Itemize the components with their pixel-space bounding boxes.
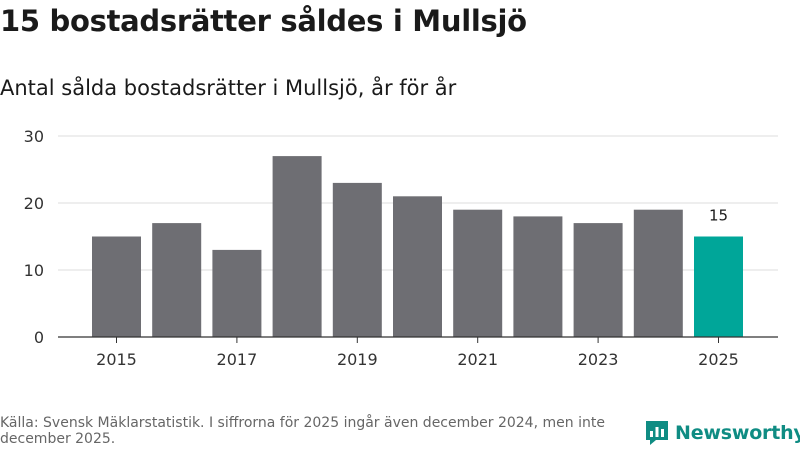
x-tick-label: 2025 [698,350,739,369]
brand-logo[interactable]: Newsworthy [644,419,800,447]
x-tick-label: 2023 [578,350,619,369]
bar-2021 [453,209,503,337]
chart-subtitle: Antal sålda bostadsrätter i Mullsjö, år … [0,76,457,100]
bar-2024 [633,209,683,337]
x-tick-label: 2015 [96,350,137,369]
source-note: Källa: Svensk Mäklarstatistik. I siffror… [0,415,605,447]
bar-2020 [393,196,442,337]
y-tick-label: 0 [34,328,44,347]
bar-2015 [92,236,141,337]
x-tick-label: 2021 [457,350,498,369]
brand-name: Newsworthy [675,422,800,444]
data-label-2025: 15 [709,207,728,225]
bar-2023 [573,223,623,337]
bar-2017 [212,249,262,337]
bar-2022 [513,216,563,337]
bar-2018 [272,156,322,337]
x-tick-label: 2017 [217,350,258,369]
chart-title: 15 bostadsrätter såldes i Mullsjö [0,4,527,38]
bar-2016 [152,223,202,337]
y-tick-label: 10 [24,261,44,280]
bar-2025 [694,236,743,337]
y-tick-label: 30 [24,127,44,146]
bar-chart: 0 10 20 30 2015 2017 2019 2021 2023 2025 15 [24,127,778,369]
y-tick-label: 20 [24,194,44,213]
x-tick-label: 2019 [337,350,378,369]
bar-2019 [332,182,382,337]
newsworthy-logo-icon [646,421,668,445]
